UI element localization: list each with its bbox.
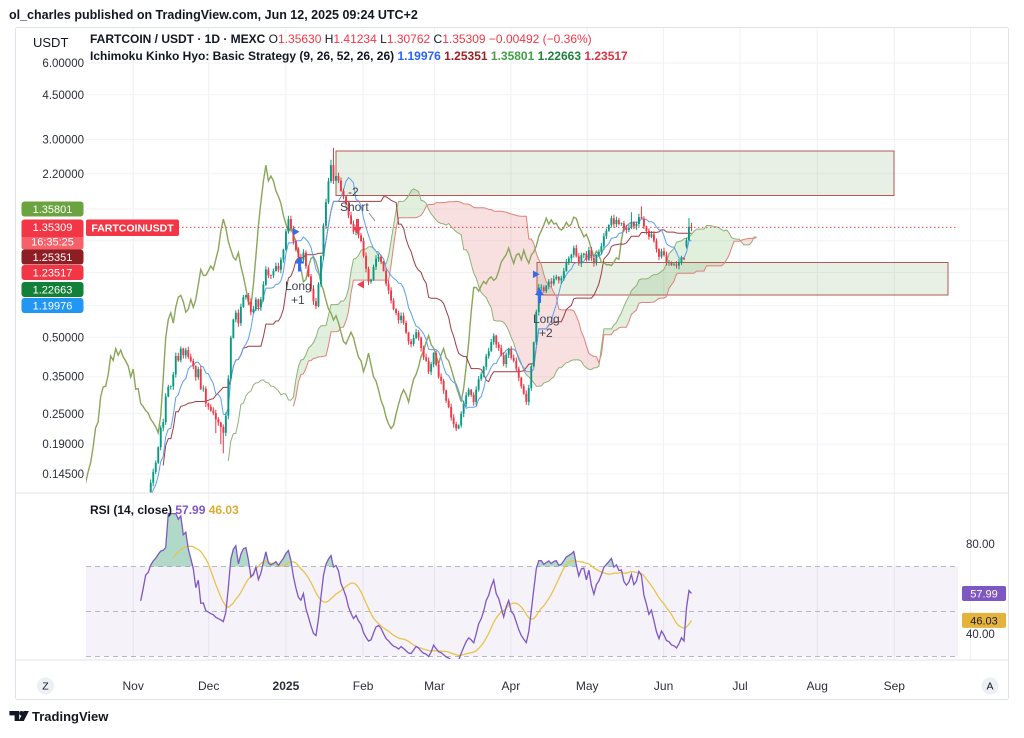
svg-text:0.35000: 0.35000 — [42, 372, 84, 384]
svg-text:4.50000: 4.50000 — [42, 90, 84, 102]
svg-text:TradingView: TradingView — [32, 709, 109, 724]
svg-text:USDT: USDT — [33, 35, 68, 50]
svg-text:0.19000: 0.19000 — [42, 439, 84, 451]
svg-text:-2: -2 — [348, 185, 359, 199]
svg-text:Short: Short — [340, 200, 369, 214]
svg-text:FARTCOIN / USDT · 1D · MEXC O: FARTCOIN / USDT · 1D · MEXC O1.35630 H1.… — [90, 32, 592, 46]
svg-text:Long: Long — [533, 312, 560, 326]
svg-text:3.00000: 3.00000 — [42, 135, 84, 147]
svg-text:57.99: 57.99 — [970, 589, 998, 601]
svg-text:Nov: Nov — [123, 679, 144, 693]
svg-text:ol_charles published on Tradin: ol_charles published on TradingView.com,… — [9, 8, 418, 22]
svg-text:Aug: Aug — [807, 679, 828, 693]
svg-text:1.23517: 1.23517 — [33, 268, 73, 280]
svg-text:+1: +1 — [291, 293, 305, 307]
svg-text:16:35:25: 16:35:25 — [31, 237, 74, 249]
svg-text:1.19976: 1.19976 — [33, 301, 73, 313]
svg-text:46.03: 46.03 — [970, 615, 998, 627]
svg-text:Jun: Jun — [654, 679, 673, 693]
svg-text:A: A — [986, 681, 993, 693]
svg-text:1.35801: 1.35801 — [33, 204, 73, 216]
svg-text:RSI (14, close) 57.99 46.03: RSI (14, close) 57.99 46.03 — [90, 503, 239, 517]
svg-text:6.00000: 6.00000 — [42, 58, 84, 70]
svg-text:2.20000: 2.20000 — [42, 169, 84, 181]
svg-text:0.25000: 0.25000 — [42, 409, 84, 421]
svg-text:Mar: Mar — [424, 679, 445, 693]
svg-text:Jul: Jul — [732, 679, 747, 693]
svg-text:80.00: 80.00 — [966, 539, 995, 551]
svg-text:Dec: Dec — [198, 679, 219, 693]
svg-text:Z: Z — [42, 681, 49, 693]
svg-text:Apr: Apr — [502, 679, 521, 693]
svg-text:May: May — [576, 679, 599, 693]
svg-text:Long: Long — [285, 279, 312, 293]
svg-text:0.50000: 0.50000 — [42, 332, 84, 344]
svg-text:FARTCOINUSDT: FARTCOINUSDT — [91, 223, 174, 235]
svg-text:40.00: 40.00 — [966, 629, 995, 641]
svg-text:Ichimoku Kinko Hyo: Basic Stra: Ichimoku Kinko Hyo: Basic Strategy (9, 2… — [90, 49, 628, 63]
svg-text:Sep: Sep — [884, 679, 906, 693]
svg-text:2025: 2025 — [273, 679, 300, 693]
svg-text:0.14500: 0.14500 — [42, 469, 84, 481]
svg-text:+2: +2 — [539, 326, 553, 340]
svg-text:1.35309: 1.35309 — [33, 222, 73, 234]
svg-text:1.25351: 1.25351 — [33, 252, 73, 264]
svg-text:1.22663: 1.22663 — [33, 285, 73, 297]
svg-text:Feb: Feb — [353, 679, 374, 693]
